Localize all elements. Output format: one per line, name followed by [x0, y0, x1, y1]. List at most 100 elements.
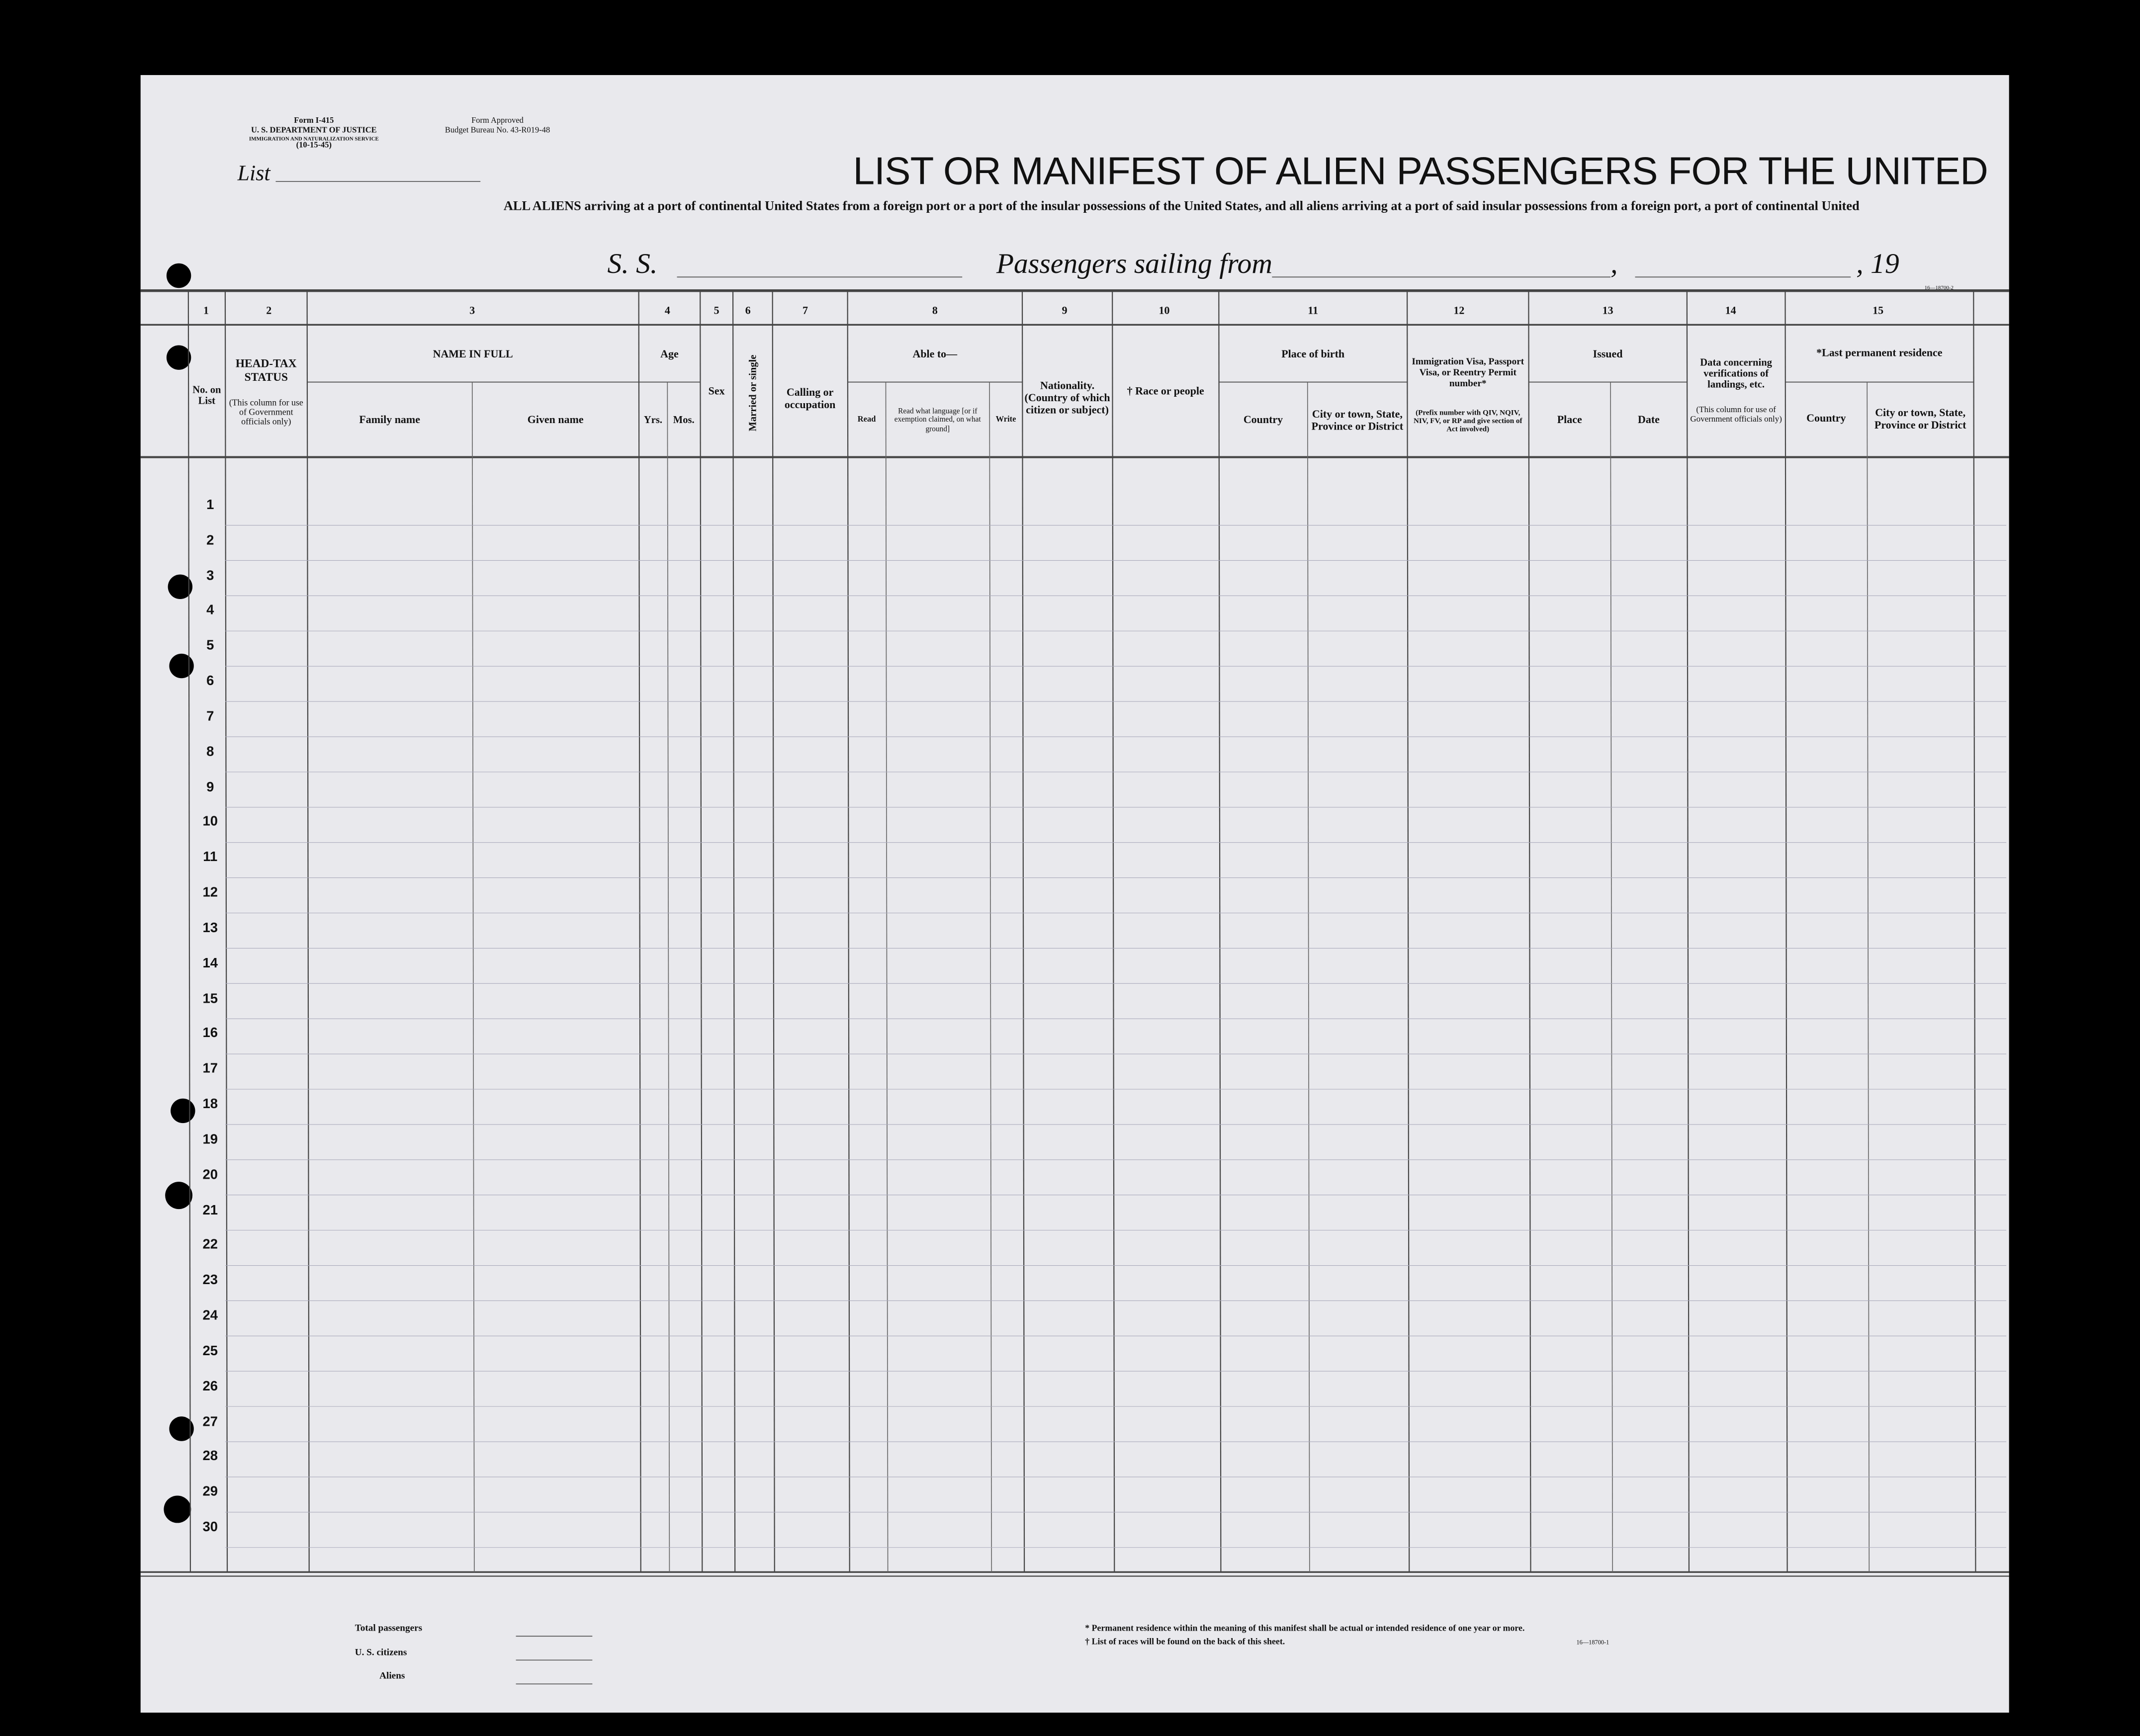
print-code: 16—18700-2 — [1924, 283, 1954, 291]
column-rule — [1406, 290, 1410, 1572]
column-header: Immigration Visa, Passport Visa, or Reen… — [1412, 356, 1524, 389]
column-header: *Last permanent residence — [1816, 346, 1943, 358]
row-number: 18 — [202, 1097, 218, 1113]
column-rule — [667, 382, 670, 1572]
footer-code: 16—18700-1 — [1576, 1639, 1609, 1646]
column-header: Nationality. (Country of which citizen o… — [1024, 379, 1110, 416]
row-number: 26 — [202, 1379, 218, 1394]
column-number: 7 — [802, 304, 808, 316]
title: LIST OR MANIFEST OF ALIEN PASSENGERS FOR… — [853, 150, 1988, 194]
column-header: Married or single — [746, 354, 759, 432]
column-header: Write — [995, 416, 1016, 425]
column-rule — [847, 290, 850, 1572]
row-number: 30 — [202, 1520, 218, 1536]
column-header: Issued — [1593, 347, 1623, 360]
column-rule — [1610, 382, 1613, 1572]
column-number: 5 — [713, 304, 719, 316]
row-number: 7 — [206, 709, 214, 725]
column-header: (This column for use of Government offic… — [229, 398, 303, 428]
column-rule — [187, 290, 191, 1572]
column-number: 1 — [203, 304, 209, 316]
column-rule — [1686, 290, 1690, 1572]
column-rule — [224, 290, 228, 1572]
row-number: 3 — [206, 568, 214, 584]
column-header: (Prefix number with QIV, NQIV, NIV, FV, … — [1413, 409, 1522, 434]
row-number: 4 — [206, 604, 214, 619]
column-rule — [1307, 382, 1310, 1572]
column-rule — [1112, 290, 1115, 1572]
row-number: 15 — [202, 991, 218, 1007]
column-header: Age — [660, 347, 679, 360]
row-number: 28 — [202, 1450, 218, 1465]
footnotes: * Permanent residence within the meaning… — [1085, 1623, 1524, 1649]
budget: Budget Bureau No. 43-R019-48 — [445, 126, 550, 135]
row-number: 13 — [202, 921, 218, 936]
row-number: 21 — [202, 1203, 218, 1218]
list-label: List — [237, 162, 270, 186]
form-date: (10-15-45) — [296, 142, 332, 151]
column-rule — [1021, 290, 1025, 1572]
column-number: 14 — [1725, 304, 1736, 316]
row-number: 11 — [203, 850, 218, 866]
approval-block: Form Approved Budget Bureau No. 43-R019-… — [426, 117, 569, 136]
row-number: 5 — [206, 639, 214, 654]
column-header: No. on List — [192, 383, 221, 407]
column-rule — [1528, 290, 1531, 1572]
column-rule — [1784, 290, 1788, 1572]
column-rule — [638, 290, 641, 1572]
column-rule — [772, 290, 775, 1572]
column-number: 13 — [1602, 304, 1613, 316]
column-header: (This column for use of Government offic… — [1690, 405, 1782, 425]
row-number: 8 — [206, 745, 214, 760]
row-number: 1 — [206, 498, 214, 514]
column-rule — [1973, 290, 1976, 1572]
row-number: 6 — [206, 674, 214, 690]
column-number: 11 — [1308, 304, 1319, 316]
footnote: * Permanent residence within the meaning… — [1085, 1624, 1525, 1634]
row-number: 20 — [202, 1168, 218, 1183]
column-header: Calling or occupation — [784, 386, 836, 410]
row-number: 19 — [202, 1132, 218, 1148]
column-number: 10 — [1159, 304, 1170, 316]
row-number: 9 — [206, 780, 214, 795]
footnote: † List of races will be found on the bac… — [1085, 1637, 1285, 1647]
form-block: Form I-415 U. S. DEPARTMENT OF JUSTICE I… — [232, 117, 396, 152]
paper — [140, 75, 2009, 1713]
year-label: , 19 — [1856, 247, 1899, 280]
column-header: Place — [1557, 413, 1582, 426]
column-header: City or town, State, Province or Distric… — [1311, 407, 1404, 432]
row-number: 12 — [202, 885, 218, 901]
column-rule — [471, 382, 475, 1572]
total-label: Aliens — [379, 1670, 405, 1681]
column-header: Able to— — [912, 347, 958, 360]
column-header: Given name — [527, 413, 584, 426]
column-header: Place of birth — [1281, 347, 1345, 360]
column-rule — [732, 290, 736, 1572]
column-header: Mos. — [673, 414, 695, 427]
total-label: U. S. citizens — [355, 1646, 407, 1657]
row-number: 24 — [202, 1308, 218, 1324]
column-header: NAME IN FULL — [433, 347, 513, 360]
column-header: Family name — [359, 413, 420, 426]
row-number: 16 — [202, 1027, 218, 1042]
row-number: 22 — [202, 1238, 218, 1254]
comma: , — [1610, 247, 1618, 280]
row-number: 29 — [202, 1485, 218, 1500]
column-rule — [1867, 382, 1870, 1572]
column-header: HEAD-TAX STATUS — [235, 356, 297, 383]
column-number: 9 — [1062, 304, 1068, 316]
form-number: Form I-415 — [294, 117, 334, 126]
column-header: Read what language [or if exemption clai… — [894, 408, 981, 434]
row-number: 27 — [202, 1414, 218, 1430]
row-number: 17 — [202, 1062, 218, 1077]
row-number: 14 — [202, 956, 218, 971]
total-label: Total passengers — [355, 1622, 423, 1634]
column-number: 15 — [1872, 304, 1884, 316]
column-rule — [885, 382, 889, 1572]
approval: Form Approved — [471, 117, 524, 126]
column-header: † Race or people — [1127, 385, 1204, 398]
column-header: Country — [1806, 412, 1846, 425]
row-number: 10 — [202, 815, 218, 831]
column-number: 3 — [469, 304, 475, 316]
